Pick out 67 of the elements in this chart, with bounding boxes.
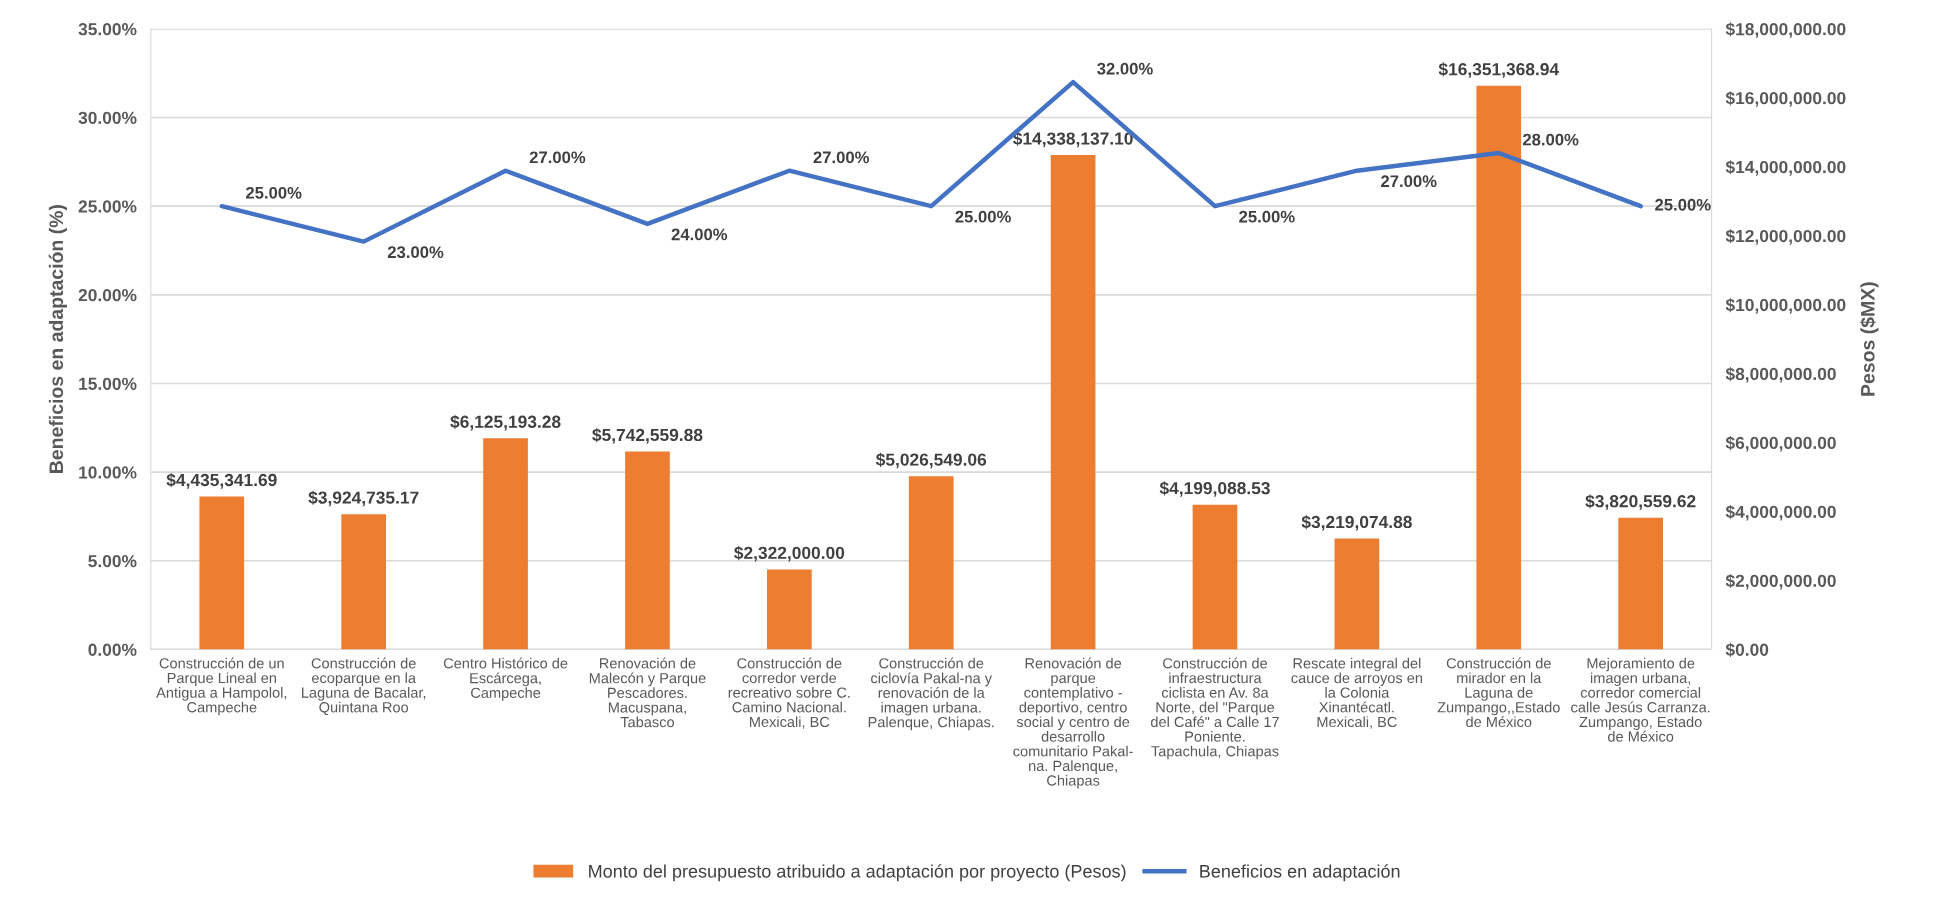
bar bbox=[1192, 504, 1238, 650]
x-tick-label: Construcción de ecoparque en la Laguna de Bacalar, Quintana Roo bbox=[302, 657, 426, 716]
y2-tick-label: $14,000,000.00 bbox=[1725, 160, 1846, 176]
x-tick-label: Centro Histórico de Escárcega, Campeche bbox=[443, 657, 568, 701]
y-tick-label: 35.00% bbox=[78, 23, 137, 36]
y-axis-title: Beneficios en adaptación (%) bbox=[48, 205, 67, 473]
data-label: 25.00% bbox=[245, 186, 302, 199]
y2-tick-label: $4,000,000.00 bbox=[1725, 504, 1836, 521]
data-label: $16,351,368.94 bbox=[1438, 62, 1560, 78]
data-label: 25.00% bbox=[955, 210, 1011, 223]
bar bbox=[1050, 155, 1096, 650]
bar bbox=[908, 476, 954, 650]
data-label: 27.00% bbox=[1381, 175, 1437, 188]
y2-tick-label: $18,000,000.00 bbox=[1725, 22, 1846, 38]
y-tick-label: 0.00% bbox=[88, 643, 137, 656]
line-series bbox=[219, 79, 1643, 244]
bar bbox=[483, 438, 528, 650]
y-tick-label: 30.00% bbox=[78, 111, 137, 124]
y2-tick-label: $8,000,000.00 bbox=[1725, 367, 1836, 383]
y2-axis-title: Pesos ($MX) bbox=[1860, 282, 1879, 396]
category-label: Renovación de parque contemplativo - deportivo, centro social y centro de desarrollo comunitario Pakal- na. Palenque, Chiapas bbox=[1013, 657, 1133, 789]
data-label: $5,742,559.88 bbox=[592, 428, 703, 444]
bar bbox=[341, 514, 387, 650]
y2-tick-label: $12,000,000.00 bbox=[1725, 229, 1846, 245]
bar bbox=[199, 496, 245, 650]
x-tick-label: Construcción de un Parque Lineal en Antigua a Hampolol, Campeche bbox=[156, 657, 287, 716]
data-label: 25.00% bbox=[1655, 198, 1711, 211]
x-tick-label: Renovación de Malecón y Parque Pescadores. Macuspana, Tabasco bbox=[589, 657, 706, 728]
x-tick-label: Construcción de corredor verde recreativo sobre C. Camino Nacional. Mexicali, BC bbox=[728, 657, 850, 729]
y-tick-label: 25.00% bbox=[78, 200, 137, 213]
data-label: 32.00% bbox=[1097, 62, 1153, 75]
data-label: 28.00% bbox=[1522, 133, 1579, 146]
data-label: $3,924,735.17 bbox=[308, 490, 419, 507]
legend-label: Monto del presupuesto atribuido a adaptación por proyecto (Pesos) bbox=[589, 864, 1126, 882]
y2-tick-label: $2,000,000.00 bbox=[1725, 573, 1836, 590]
x-tick-label: Mejoramiento de imagen urbana, corredor comercial calle Jesús Carranza. Zumpango, Estado de México bbox=[1571, 657, 1710, 742]
data-label: $3,219,074.88 bbox=[1301, 515, 1412, 531]
data-label: $14,338,137.10 bbox=[1013, 131, 1133, 148]
x-tick-label: Rescate integral del cauce de arroyos en la Colonia Xinantécatl. Mexicali, BC bbox=[1291, 657, 1423, 729]
bar bbox=[1334, 538, 1380, 650]
data-label: 25.00% bbox=[1239, 210, 1295, 223]
y2-tick-label: $0.00 bbox=[1725, 642, 1769, 658]
data-label: $3,820,559.62 bbox=[1585, 494, 1696, 510]
data-label: 27.00% bbox=[529, 151, 586, 164]
y2-tick-label: $16,000,000.00 bbox=[1725, 91, 1846, 107]
data-label: $4,435,341.69 bbox=[166, 473, 277, 489]
y-tick-label: 15.00% bbox=[79, 377, 137, 390]
data-label: $6,125,193.28 bbox=[450, 414, 561, 431]
data-label: 24.00% bbox=[671, 228, 728, 241]
data-label: $4,199,088.53 bbox=[1159, 481, 1270, 497]
bar bbox=[1476, 85, 1522, 650]
data-label: 23.00% bbox=[387, 246, 444, 259]
bar bbox=[1618, 517, 1663, 650]
x-tick-label: Construcción de infraestructura ciclista en Av. 8a Norte, del "Parque del Café" a Calle 17 Poniente. Tapachula, Chiapas bbox=[1151, 657, 1279, 760]
y-tick-label: 10.00% bbox=[79, 466, 137, 479]
legend-label: Beneficios en adaptación bbox=[1200, 864, 1400, 882]
bar bbox=[766, 569, 812, 650]
y2-tick-label: $10,000,000.00 bbox=[1725, 298, 1846, 314]
data-label: $5,026,549.06 bbox=[875, 452, 987, 469]
y2-tick-label: $6,000,000.00 bbox=[1725, 435, 1836, 452]
data-label: 27.00% bbox=[813, 151, 870, 164]
x-tick-label: Construcción de ciclovía Pakal-na y renovación de la imagen urbana. Palenque, Chiapas. bbox=[868, 657, 994, 731]
data-label: $2,322,000.00 bbox=[734, 545, 845, 562]
x-tick-label: Construcción de mirador en la Laguna de Zumpango,,Estado de México bbox=[1437, 657, 1560, 728]
bar bbox=[625, 451, 670, 650]
y-tick-label: 5.00% bbox=[88, 554, 137, 568]
y-tick-label: 20.00% bbox=[78, 288, 137, 302]
